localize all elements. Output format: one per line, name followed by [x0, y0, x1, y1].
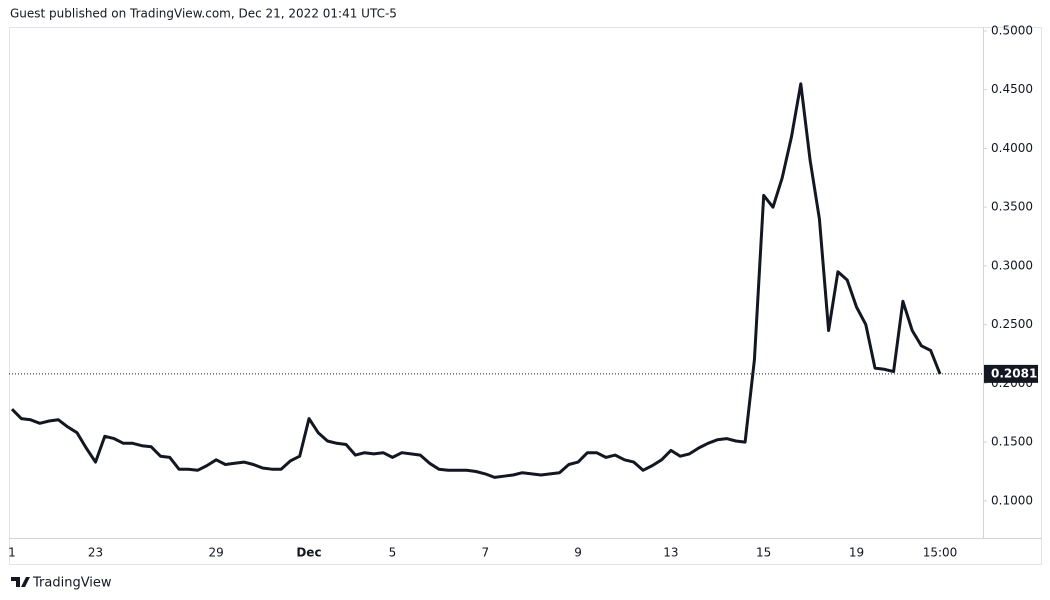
logo: TradingView — [11, 576, 112, 591]
x-tick-label: 5 — [389, 546, 397, 560]
y-tick-label: 0.2500 — [991, 317, 1033, 331]
chart-frame — [9, 27, 1042, 565]
price-line — [10, 82, 942, 479]
x-tick-label: 13 — [663, 546, 678, 560]
attribution: Guest published on TradingView.com, Dec … — [10, 7, 397, 21]
x-tick-label: 9 — [574, 546, 582, 560]
y-tick-label: 0.4500 — [991, 82, 1033, 96]
last-price-box — [984, 364, 1038, 383]
x-tick-label: 29 — [209, 546, 224, 560]
x-tick-label: 7 — [481, 546, 489, 560]
y-tick-label: 0.3000 — [991, 258, 1033, 272]
logo-icon — [11, 577, 30, 587]
brand: TradingView — [32, 576, 112, 591]
last-price-label: 0.2081 — [991, 366, 1037, 380]
y-tick-label: 0.1000 — [991, 493, 1033, 507]
y-tick-label: 0.3500 — [991, 200, 1033, 214]
x-tick-label: 15 — [756, 546, 771, 560]
x-tick-label: 1 — [8, 546, 16, 560]
x-tick-label: Dec — [296, 546, 321, 560]
x-tick-label: 23 — [88, 546, 103, 560]
x-tick-label: 19 — [849, 546, 864, 560]
x-tick-label: 15:00 — [923, 546, 958, 560]
y-tick-label: 0.5000 — [991, 23, 1033, 37]
y-tick-label: 0.4000 — [991, 141, 1033, 155]
y-tick-label: 0.1500 — [991, 435, 1033, 449]
